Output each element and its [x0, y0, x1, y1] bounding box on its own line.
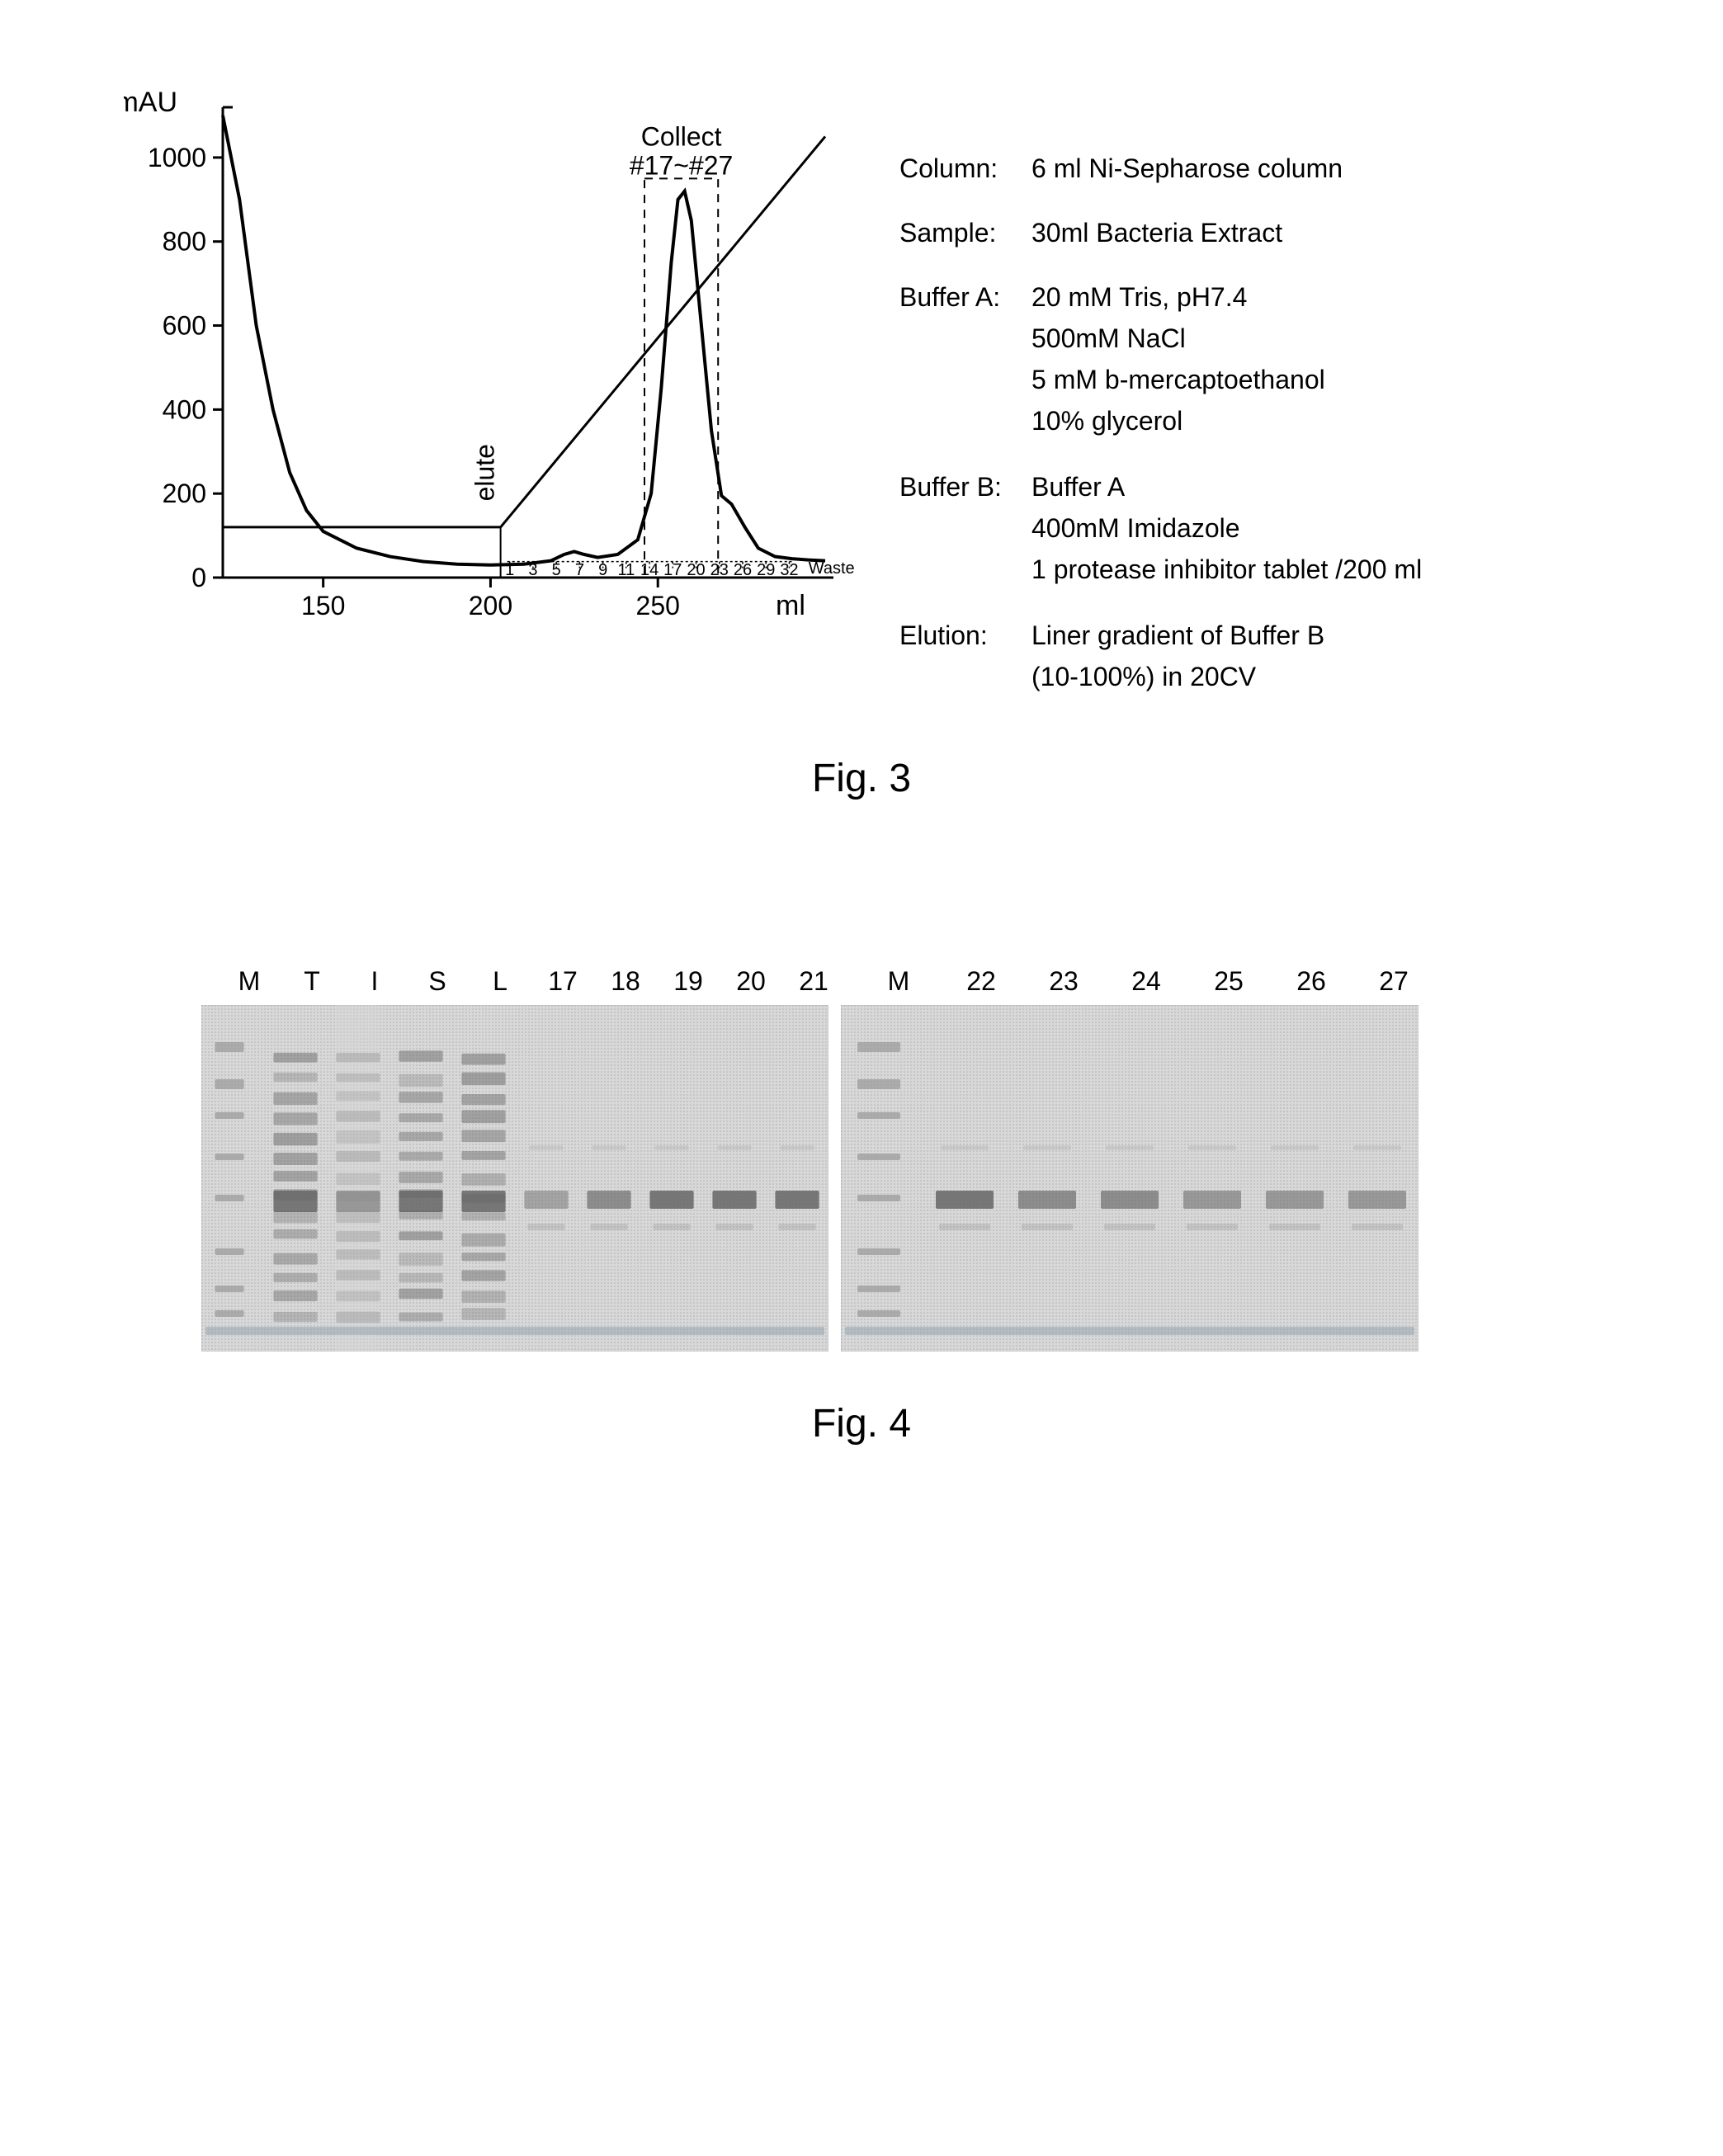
svg-text:150: 150	[301, 591, 345, 620]
lane-label: 19	[657, 966, 720, 997]
buffer-b-values: Buffer A400mM Imidazole1 protease inhibi…	[1031, 467, 1422, 591]
fig3-content: 0 200 400 600 800 1000 mAU 150 200 250 ml Collect#1…	[41, 83, 1682, 723]
sample-info: Sample: 30ml Bacteria Extract	[899, 213, 1422, 252]
svg-text:800: 800	[163, 227, 206, 257]
chromatography-info-panel: Column: 6 ml Ni-Sepharose column Sample:…	[899, 149, 1422, 723]
buffer-a-values: 20 mM Tris, pH7.4500mM NaCl5 mM b-mercap…	[1031, 277, 1422, 442]
svg-text:11: 11	[617, 561, 635, 579]
lane-label: 17	[531, 966, 594, 997]
lane-label: 21	[782, 966, 845, 997]
chromatogram-svg: 0 200 400 600 800 1000 mAU 150 200 250 ml Collect#1…	[124, 83, 866, 660]
lane-label: S	[406, 966, 469, 997]
svg-text:5: 5	[552, 561, 561, 579]
lane-label: 26	[1270, 966, 1352, 997]
lane-label: T	[281, 966, 343, 997]
column-label: Column:	[899, 149, 1031, 188]
figure-3-container: 0 200 400 600 800 1000 mAU 150 200 250 ml Collect#1…	[41, 83, 1682, 801]
fig4-caption: Fig. 4	[41, 1401, 1682, 1446]
figure-4-container: MTISL1718192021M222324252627 Fig. 4	[41, 966, 1682, 1446]
svg-text:600: 600	[163, 311, 206, 341]
lane-label: 22	[940, 966, 1022, 997]
svg-text:ml: ml	[776, 590, 805, 621]
svg-text:20: 20	[687, 561, 705, 579]
svg-text:3: 3	[528, 561, 537, 579]
lane-label: 20	[720, 966, 782, 997]
buffer-b-label: Buffer B:	[899, 467, 1031, 591]
info-value-line: 1 protease inhibitor tablet /200 ml	[1031, 550, 1422, 589]
svg-text:23: 23	[710, 561, 729, 579]
info-value-line: Buffer A	[1031, 467, 1422, 507]
svg-text:200: 200	[163, 479, 206, 508]
svg-text:9: 9	[598, 561, 607, 579]
info-value-line: 10% glycerol	[1031, 401, 1422, 441]
elution-info: Elution: Liner gradient of Buffer B(10-1…	[899, 616, 1422, 698]
info-value-line: 5 mM b-mercaptoethanol	[1031, 360, 1422, 399]
gel-container: MTISL1718192021M222324252627	[201, 966, 1522, 1352]
svg-text:1: 1	[505, 561, 514, 579]
svg-text:26: 26	[734, 561, 752, 579]
svg-text:0: 0	[191, 563, 206, 592]
lane-label: 25	[1187, 966, 1270, 997]
lane-label: 24	[1105, 966, 1187, 997]
info-value-line: Liner gradient of Buffer B	[1031, 616, 1422, 655]
info-value-line: 500mM NaCl	[1031, 318, 1422, 358]
elution-label: Elution:	[899, 616, 1031, 698]
lane-label: M	[857, 966, 940, 997]
buffer-b-info: Buffer B: Buffer A400mM Imidazole1 prote…	[899, 467, 1422, 591]
fig3-caption: Fig. 3	[41, 756, 1682, 801]
lane-label: 18	[594, 966, 657, 997]
svg-text:250: 250	[636, 591, 680, 620]
chromatogram-chart: 0 200 400 600 800 1000 mAU 150 200 250 ml Collect#1…	[124, 83, 866, 660]
svg-text:Waste: Waste	[809, 559, 855, 578]
lane-label: 23	[1022, 966, 1105, 997]
column-info: Column: 6 ml Ni-Sepharose column	[899, 149, 1422, 188]
svg-text:Collect: Collect	[641, 121, 722, 151]
lane-label: 27	[1352, 966, 1435, 997]
svg-text:14: 14	[640, 561, 659, 579]
svg-text:mAU: mAU	[124, 87, 177, 118]
sample-label: Sample:	[899, 213, 1031, 252]
lane-label: L	[469, 966, 531, 997]
gel-image-right	[841, 1005, 1419, 1352]
svg-text:7: 7	[575, 561, 584, 579]
info-value-line: 400mM Imidazole	[1031, 508, 1422, 548]
info-value-line: (10-100%) in 20CV	[1031, 657, 1422, 696]
column-value: 6 ml Ni-Sepharose column	[1031, 149, 1422, 188]
lane-labels-row: MTISL1718192021M222324252627	[201, 966, 1522, 997]
gel-image-left	[201, 1005, 828, 1352]
svg-text:29: 29	[757, 561, 775, 579]
svg-text:400: 400	[163, 394, 206, 424]
svg-text:#17~#27: #17~#27	[630, 150, 733, 180]
buffer-a-label: Buffer A:	[899, 277, 1031, 442]
svg-text:elute: elute	[470, 444, 500, 501]
gel-images	[201, 1005, 1522, 1352]
svg-text:32: 32	[780, 561, 798, 579]
svg-text:1000: 1000	[148, 143, 206, 172]
buffer-a-info: Buffer A: 20 mM Tris, pH7.4500mM NaCl5 m…	[899, 277, 1422, 442]
lane-label: I	[343, 966, 406, 997]
elution-values: Liner gradient of Buffer B(10-100%) in 2…	[1031, 616, 1422, 698]
lane-label: M	[218, 966, 281, 997]
svg-text:200: 200	[469, 591, 512, 620]
sample-value: 30ml Bacteria Extract	[1031, 213, 1422, 252]
info-value-line: 20 mM Tris, pH7.4	[1031, 277, 1422, 317]
svg-text:17: 17	[663, 561, 682, 579]
